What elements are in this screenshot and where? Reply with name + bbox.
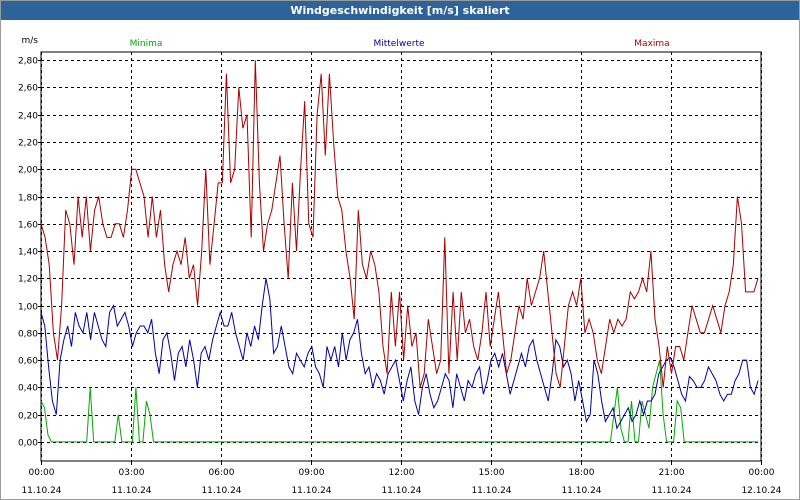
- x-tick-time: 12:00: [389, 468, 415, 478]
- x-tick-date: 11.10.24: [381, 486, 421, 496]
- y-tick-label: 1,20: [18, 275, 38, 285]
- y-tick-label: 0,80: [18, 330, 38, 340]
- y-tick-label: 2,60: [18, 84, 38, 94]
- x-tick-time: 21:00: [659, 468, 685, 478]
- series-line-maxima: [40, 60, 759, 388]
- x-tick-date: 11.10.24: [111, 486, 151, 496]
- x-tick-time: 09:00: [299, 468, 325, 478]
- x-tick-time: 15:00: [479, 468, 505, 478]
- x-tick-date: 11.10.24: [291, 486, 331, 496]
- x-tick-date: 11.10.24: [561, 486, 601, 496]
- x-tick-time: 06:00: [209, 468, 235, 478]
- y-tick-label: 1,60: [18, 221, 38, 231]
- x-tick-time: 00:00: [749, 468, 775, 478]
- x-tick-time: 18:00: [569, 468, 595, 478]
- legend-minima: Minima: [130, 39, 163, 49]
- chart-canvas: 2,80 2,60 2,40 2,20 2,00 1,80 1,60 1,40 1,20 1,00…: [18, 36, 782, 496]
- legend-maxima: Maxima: [634, 39, 669, 49]
- window-title: Windgeschwindigkeit [m/s] skaliert: [1, 1, 799, 20]
- y-tick-label: 0,20: [18, 412, 38, 422]
- x-tick-time: 00:00: [29, 468, 55, 478]
- x-tick-date: 12.10.24: [741, 486, 781, 496]
- y-tick-label: 1,80: [18, 194, 38, 204]
- y-tick-label: 2,20: [18, 139, 38, 149]
- x-tick-time: 03:00: [119, 468, 145, 478]
- y-tick-label: 2,40: [18, 112, 38, 122]
- y-tick-label: 2,00: [18, 166, 38, 176]
- series-line-minima: [40, 359, 758, 443]
- y-tick-label: 1,00: [18, 303, 38, 313]
- y-tick-label: 0,60: [18, 357, 38, 367]
- x-tick-date: 11.10.24: [201, 486, 241, 496]
- y-tick-label: 1,40: [18, 248, 38, 258]
- y-tick-label: 2,80: [18, 57, 38, 67]
- x-tick-date: 11.10.24: [651, 486, 691, 496]
- series-line-mittelwerte: [40, 278, 759, 430]
- x-tick-date: 11.10.24: [21, 486, 61, 496]
- y-tick-label: 0,40: [18, 384, 38, 394]
- legend-mittelwerte: Mittelwerte: [373, 39, 424, 49]
- y-axis-label: m/s: [22, 36, 39, 46]
- x-tick-date: 11.10.24: [471, 486, 511, 496]
- y-tick-label: 0,00: [18, 439, 38, 449]
